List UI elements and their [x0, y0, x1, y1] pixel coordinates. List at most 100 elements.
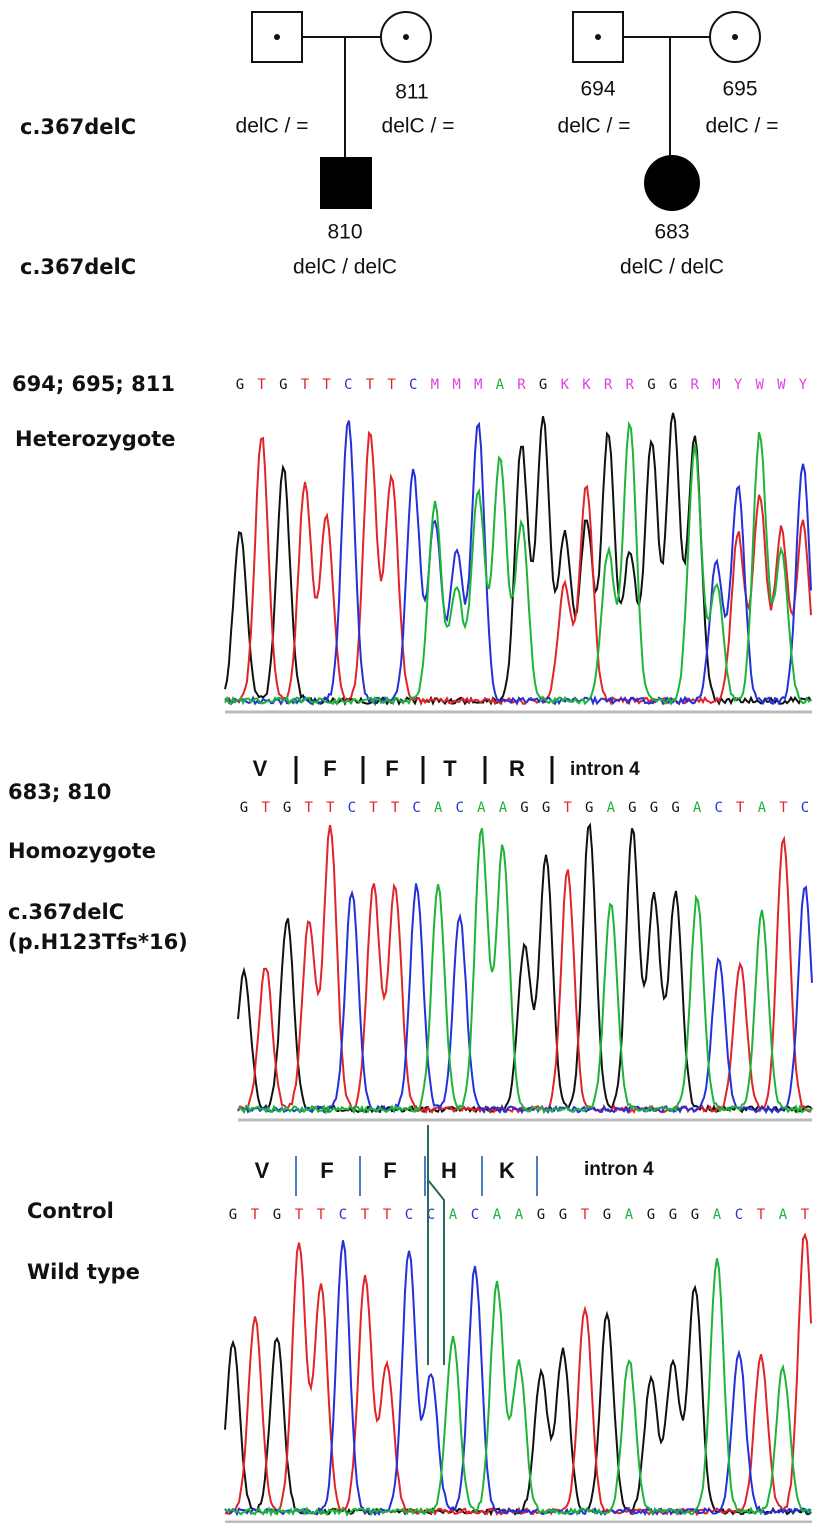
- individual-id: 694: [580, 78, 615, 101]
- genotype: delC / delC: [293, 256, 397, 279]
- individual-id: 683: [654, 221, 689, 244]
- base-call: G: [671, 800, 679, 816]
- base-call: T: [251, 1207, 260, 1223]
- base-call: C: [405, 1207, 413, 1223]
- base-call: G: [236, 377, 244, 393]
- base-call: R: [604, 377, 613, 393]
- base-call: A: [713, 1207, 722, 1223]
- base-call: C: [409, 377, 417, 393]
- base-call: W: [777, 377, 786, 393]
- affected-daughter: [644, 155, 700, 211]
- zygosity: Homozygote: [8, 839, 156, 863]
- region: intron 4: [584, 1159, 654, 1180]
- base-call: T: [391, 800, 400, 816]
- base-call: C: [412, 800, 420, 816]
- base-call: G: [559, 1207, 567, 1223]
- amino-acid: R: [509, 756, 525, 781]
- genotype: delC / =: [382, 115, 455, 138]
- amino-acid: V: [253, 756, 268, 781]
- base-call: A: [693, 800, 702, 816]
- base-call: A: [607, 800, 616, 816]
- base-call: G: [628, 800, 636, 816]
- base-call: K: [582, 377, 591, 393]
- row-label: c.367delC: [20, 115, 136, 139]
- carrier-dot: [274, 34, 280, 40]
- base-call: G: [691, 1207, 699, 1223]
- amino-acid: V: [255, 1158, 270, 1183]
- base-call: C: [339, 1207, 347, 1223]
- genotype: delC / =: [706, 115, 779, 138]
- figure: c.367delC c.367delC delC / = 811 delC / …: [0, 0, 817, 1523]
- base-call: A: [779, 1207, 788, 1223]
- base-call: C: [801, 800, 809, 816]
- base-call: T: [563, 800, 572, 816]
- trace: [225, 1288, 811, 1515]
- base-call: Y: [799, 377, 808, 393]
- base-call: A: [449, 1207, 458, 1223]
- base-call: T: [295, 1207, 304, 1223]
- amino-acid: F: [323, 756, 336, 781]
- base-call: G: [585, 800, 593, 816]
- base-call: G: [279, 377, 287, 393]
- amino-acid-row: V F F T R intron 4: [253, 756, 640, 784]
- zygosity: Heterozygote: [15, 427, 176, 451]
- base-call: T: [801, 1207, 810, 1223]
- mutation: c.367delC: [8, 900, 124, 924]
- base-call: G: [669, 377, 677, 393]
- base-call: K: [561, 377, 570, 393]
- base-call: G: [229, 1207, 237, 1223]
- base-call: T: [361, 1207, 370, 1223]
- base-call: T: [581, 1207, 590, 1223]
- individual-id: 695: [722, 78, 757, 101]
- base-call: T: [257, 377, 266, 393]
- base-call: G: [542, 800, 550, 816]
- base-call: C: [344, 377, 352, 393]
- pedigree: c.367delC c.367delC delC / = 811 delC / …: [20, 12, 778, 279]
- base-call: R: [691, 377, 700, 393]
- base-call: A: [499, 800, 508, 816]
- amino-acid: T: [443, 756, 457, 781]
- base-call: A: [496, 377, 505, 393]
- genotype: delC / delC: [620, 256, 724, 279]
- trace: [225, 1235, 811, 1514]
- carrier-dot: [595, 34, 601, 40]
- base-call: A: [515, 1207, 524, 1223]
- base-call: T: [757, 1207, 766, 1223]
- base-call: G: [273, 1207, 281, 1223]
- base-call: C: [714, 800, 722, 816]
- base-call: T: [779, 800, 788, 816]
- base-call: G: [650, 800, 658, 816]
- base-call: G: [240, 800, 248, 816]
- trace: [225, 1258, 811, 1514]
- base-call: A: [758, 800, 767, 816]
- individual-id: 811: [395, 81, 428, 104]
- sample-ids: 694; 695; 811: [12, 372, 175, 396]
- base-call: T: [736, 800, 745, 816]
- base-call: T: [383, 1207, 392, 1223]
- sample-ids: Control: [27, 1199, 114, 1223]
- base-call: C: [471, 1207, 479, 1223]
- base-call: T: [305, 800, 314, 816]
- carrier-dot: [403, 34, 409, 40]
- base-call: G: [520, 800, 528, 816]
- base-call: A: [493, 1207, 502, 1223]
- base-call: M: [452, 377, 460, 393]
- base-call: G: [647, 1207, 655, 1223]
- base-call: C: [348, 800, 356, 816]
- sample-ids: 683; 810: [8, 780, 111, 804]
- base-call: T: [366, 377, 375, 393]
- zygosity: Wild type: [27, 1260, 140, 1284]
- genotype: delC / =: [558, 115, 631, 138]
- base-call: W: [755, 377, 764, 393]
- base-call: G: [539, 377, 547, 393]
- amino-acid-row: V F F H K intron 4: [255, 1156, 654, 1196]
- base-call: R: [626, 377, 635, 393]
- base-call: G: [537, 1207, 545, 1223]
- trace: [238, 825, 812, 1112]
- base-call: G: [647, 377, 655, 393]
- amino-acid: K: [499, 1158, 515, 1183]
- base-call: A: [477, 800, 486, 816]
- affected-son: [320, 157, 372, 209]
- protein-change: (p.H123Tfs*16): [8, 930, 188, 954]
- amino-acid: F: [320, 1158, 333, 1183]
